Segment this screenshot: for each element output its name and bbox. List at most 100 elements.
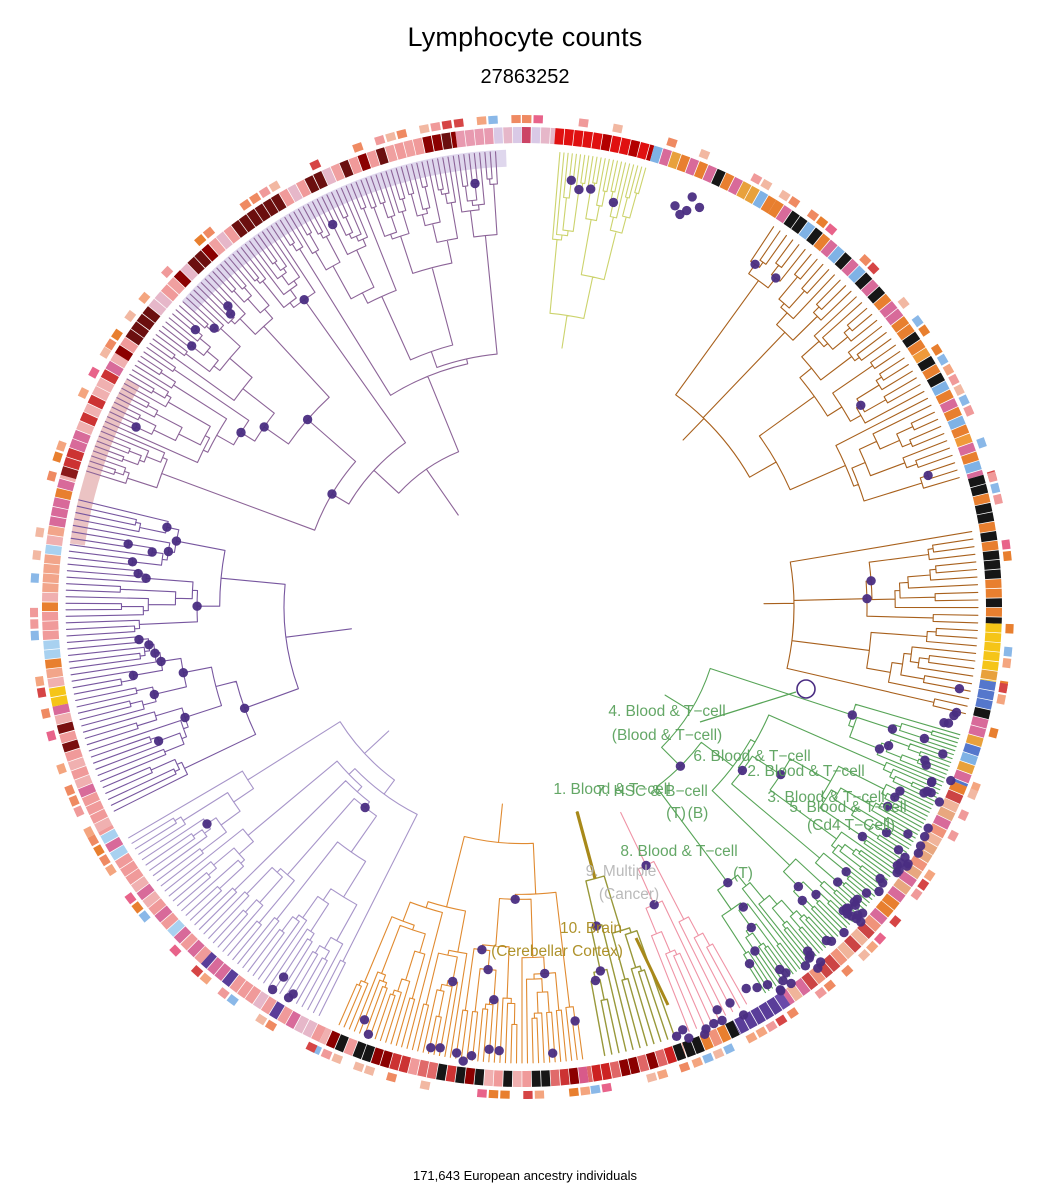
- ring-segment: [645, 1051, 659, 1070]
- ring-segment: [791, 215, 808, 235]
- outer-mark: [750, 173, 763, 185]
- outer-mark: [352, 1061, 365, 1073]
- node-dot: [190, 325, 201, 335]
- ring-segment: [781, 988, 795, 1005]
- outer-mark: [264, 1019, 278, 1032]
- ring-segment: [91, 385, 111, 402]
- outer-mark: [30, 573, 40, 583]
- node-dot: [590, 975, 601, 986]
- node-dot: [187, 341, 197, 351]
- outer-mark: [918, 324, 931, 337]
- outer-mark: [947, 829, 959, 842]
- node-dot: [548, 1048, 558, 1058]
- ring-segment: [885, 308, 904, 326]
- ring-segment: [658, 148, 672, 167]
- node-dot: [797, 895, 807, 906]
- cluster-orange-bottom: [338, 803, 584, 1064]
- outer-mark: [104, 338, 117, 351]
- outer-mark: [698, 148, 711, 160]
- outer-mark: [268, 180, 281, 193]
- outer-mark: [646, 1072, 658, 1083]
- outer-mark: [32, 550, 42, 561]
- ring-segment: [89, 808, 109, 824]
- ring-segment: [455, 1066, 466, 1084]
- outer-mark: [815, 216, 829, 229]
- ring-segment: [98, 824, 115, 836]
- ring-segment: [690, 1035, 705, 1055]
- outer-mark: [678, 1061, 691, 1073]
- ring-segment: [766, 996, 783, 1015]
- cluster-purple-left: [65, 499, 352, 812]
- ring-segment: [352, 1041, 367, 1060]
- outer-mark: [248, 192, 262, 205]
- ring-segment: [348, 156, 363, 175]
- ring-segment: [260, 996, 277, 1015]
- ring-segment: [148, 298, 167, 316]
- ring-segment: [914, 847, 933, 864]
- ring-segment: [752, 190, 769, 209]
- node-dot: [566, 175, 576, 185]
- outer-mark: [385, 131, 397, 143]
- node-dot: [741, 983, 751, 994]
- ring-segment: [81, 791, 100, 807]
- ring-segment: [830, 947, 848, 966]
- outer-mark: [73, 805, 85, 818]
- cluster-label: (Cd4 T−Cell): [807, 817, 895, 834]
- node-dot: [874, 744, 885, 754]
- ring-segment: [736, 181, 752, 200]
- ring-segment: [974, 502, 993, 515]
- ring-segment: [956, 760, 975, 775]
- node-dot: [821, 935, 832, 946]
- node-dot: [856, 400, 866, 410]
- outer-mark: [993, 493, 1003, 505]
- node-dot: [954, 684, 965, 694]
- ring-segment: [879, 301, 898, 318]
- outer-mark: [160, 265, 174, 279]
- ring-segment: [114, 345, 134, 362]
- node-dot: [150, 648, 160, 658]
- ring-segment: [968, 474, 986, 488]
- ring-segment: [194, 250, 212, 268]
- outer-mark: [331, 1053, 344, 1065]
- ring-segment: [951, 424, 970, 439]
- ring-segment: [873, 293, 892, 311]
- ring-segment: [981, 660, 999, 671]
- node-dot: [778, 976, 788, 986]
- ring-segment: [917, 355, 936, 372]
- ring-segment: [808, 966, 826, 985]
- node-dot: [746, 922, 756, 933]
- outer-mark: [1003, 646, 1013, 657]
- outer-mark: [35, 527, 45, 538]
- ring-segment: [43, 563, 60, 574]
- ring-segment: [47, 525, 65, 537]
- outer-mark: [385, 1072, 398, 1083]
- ring-segment: [142, 890, 161, 908]
- outer-mark: [788, 196, 801, 208]
- outer-mark: [98, 854, 111, 867]
- node-dot: [786, 978, 796, 989]
- node-dot: [723, 878, 733, 888]
- ring-segment: [52, 703, 70, 716]
- ring-segment: [76, 420, 95, 436]
- ring-segment: [904, 863, 923, 880]
- node-dot: [712, 1005, 722, 1015]
- ring-segment: [100, 828, 119, 845]
- ring-segment: [136, 313, 155, 331]
- ring-segment: [483, 1069, 494, 1087]
- ring-segment: [114, 852, 134, 869]
- ring-segment: [79, 412, 99, 427]
- node-dot: [926, 788, 936, 798]
- node-dot: [359, 1015, 370, 1025]
- ring-segment: [984, 632, 1002, 643]
- outer-mark: [87, 834, 100, 847]
- ring-segment: [180, 263, 199, 281]
- node-dot: [762, 980, 773, 990]
- node-dot: [225, 309, 236, 319]
- node-dot: [192, 601, 202, 611]
- ring-segment: [952, 778, 969, 787]
- cluster-label: (Cerebellar Cortex): [491, 943, 623, 960]
- outer-mark: [942, 363, 955, 376]
- ring-segment: [827, 245, 845, 264]
- ring-segment: [398, 1055, 411, 1074]
- ring-segment: [636, 141, 650, 160]
